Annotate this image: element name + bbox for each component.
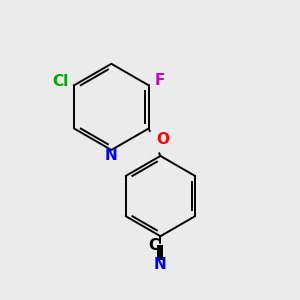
Text: F: F [155,73,165,88]
Text: C: C [148,238,159,253]
Text: N: N [105,148,118,163]
Text: Cl: Cl [52,74,69,89]
Text: N: N [154,257,167,272]
Text: O: O [156,132,170,147]
